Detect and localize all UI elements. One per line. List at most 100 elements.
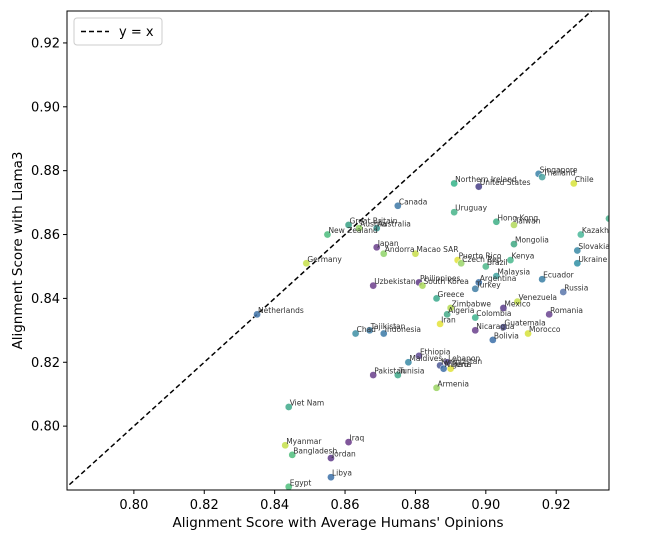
point-label: Tunisia <box>398 367 425 376</box>
y-tick-label: 0.82 <box>31 356 60 371</box>
x-tick-label: 0.88 <box>401 498 430 513</box>
point-label: Kazakhstan <box>582 226 625 235</box>
point-label: Taiwan <box>514 216 541 225</box>
data-point <box>499 323 508 331</box>
data-point <box>506 256 515 264</box>
point-label: Russia <box>564 284 588 293</box>
point-label: Bangladesh <box>293 446 337 455</box>
data-point <box>471 313 480 322</box>
point-label: Egypt <box>290 478 312 487</box>
data-point <box>284 403 293 411</box>
data-point <box>379 329 388 338</box>
y-tick-label: 0.84 <box>31 292 60 307</box>
plot-frame <box>66 10 610 491</box>
data-point <box>545 310 554 319</box>
point-label: New Zealand <box>328 226 378 235</box>
point-label: United States <box>480 178 531 187</box>
point-label: Iraq <box>350 434 365 443</box>
data-point <box>288 451 297 459</box>
data-point <box>415 352 423 360</box>
data-point <box>489 336 497 344</box>
point-label: Chile <box>575 175 594 184</box>
data-point <box>605 214 609 223</box>
point-label: Algeria <box>448 306 474 315</box>
y-tick-label: 0.88 <box>31 164 60 179</box>
y-axis-label: Alignment Score with Llama3 <box>10 151 26 349</box>
x-tick-label: 0.90 <box>471 498 500 513</box>
data-point <box>253 310 261 319</box>
data-point <box>372 243 381 252</box>
data-point <box>323 230 332 239</box>
point-label: Maldives <box>409 354 442 363</box>
data-point <box>492 272 501 280</box>
point-label: Venezuela <box>518 293 557 302</box>
point-label: Kyrgyzstan <box>441 357 482 366</box>
data-point <box>450 179 458 188</box>
point-label: Malaysia <box>497 268 530 277</box>
point-label: South Korea <box>423 277 468 286</box>
x-axis-label: Alignment Score with Average Humans' Opi… <box>172 515 503 531</box>
point-label: Singapore <box>540 165 578 174</box>
point-label: Great Britain <box>350 216 398 225</box>
point-label: Armenia <box>438 379 469 388</box>
data-point <box>379 249 388 258</box>
point-label: Iran <box>441 315 456 324</box>
point-label: Morocco <box>529 325 561 334</box>
x-tick-label: 0.86 <box>331 498 360 513</box>
points-layer <box>253 170 609 490</box>
legend: y = x <box>73 17 163 46</box>
point-label: Mongolia <box>515 236 549 245</box>
data-point <box>513 297 522 306</box>
x-tick-label: 0.84 <box>260 498 289 513</box>
data-point <box>344 221 353 229</box>
data-point <box>538 275 546 284</box>
data-point <box>351 329 360 338</box>
data-point <box>436 320 444 328</box>
data-point <box>365 326 374 335</box>
data-point <box>573 259 582 268</box>
data-point <box>393 371 402 379</box>
data-point <box>302 259 311 268</box>
x-tick-label: 0.80 <box>119 498 148 513</box>
point-label: Argentina <box>480 274 517 283</box>
point-label: Czech Rep. <box>462 255 504 264</box>
data-point <box>559 288 568 296</box>
point-label: Netherlands <box>258 306 304 315</box>
data-point <box>573 246 582 255</box>
point-label: Ecuador <box>543 271 575 280</box>
data-point <box>457 259 466 268</box>
data-point <box>450 208 458 217</box>
point-label: Slovakia <box>578 242 610 251</box>
point-label: Libya <box>332 469 352 478</box>
point-label: Viet Nam <box>290 398 325 407</box>
data-point <box>344 438 353 446</box>
data-point <box>418 281 427 290</box>
data-point <box>404 358 413 367</box>
data-point <box>524 329 532 338</box>
diagonal-line <box>67 11 593 488</box>
data-point <box>393 201 402 210</box>
data-point <box>369 281 378 290</box>
point-label: Austria <box>360 220 387 229</box>
data-point <box>471 284 480 293</box>
data-point <box>281 441 290 450</box>
data-point <box>372 224 381 232</box>
point-label: Zimbabwe <box>452 299 492 308</box>
data-point <box>471 326 480 335</box>
point-label: Philippines <box>420 274 461 283</box>
ticks-layer: 0.80 0.82 0.84 0.86 0.88 0.90 0.92 0.80 0.82 0.84… <box>31 36 571 513</box>
y-tick-label: 0.80 <box>31 420 60 435</box>
point-label: Puerto Rico <box>459 252 502 261</box>
point-label: Cyprus <box>610 210 636 219</box>
data-point <box>446 304 455 312</box>
legend-box <box>73 17 163 46</box>
data-point <box>443 310 451 319</box>
point-label: Tajikistan <box>370 322 406 331</box>
point-label: Uzbekistan <box>374 277 416 286</box>
data-point <box>538 173 546 181</box>
point-label: Lebanon <box>448 354 480 363</box>
point-label: Guatemala <box>504 319 545 328</box>
data-point <box>284 482 293 490</box>
